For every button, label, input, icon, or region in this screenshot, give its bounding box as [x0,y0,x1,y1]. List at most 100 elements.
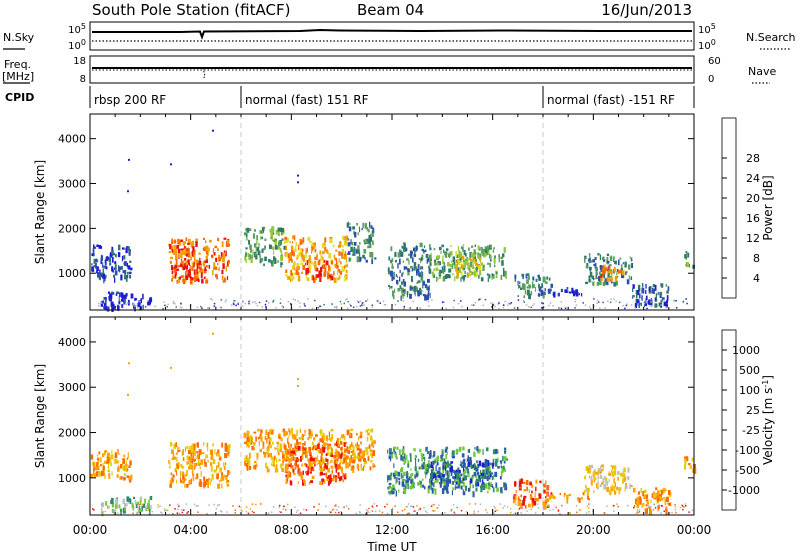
echo-region [430,244,507,283]
echo-region [548,492,590,504]
freq-label-line1: Freq. [4,58,31,71]
y-tick-label: 3000 [58,381,86,394]
echo-region [346,221,377,265]
x-tick-label: 12:00 [375,523,410,537]
colorbar-tick-label: 28 [746,152,760,165]
speckle [128,158,130,161]
y-tick-label: 2000 [58,427,86,440]
colorbar-tick-label: 16 [746,212,760,225]
freq-top-tick: 18 [73,56,86,67]
echo-region [387,446,509,498]
search-label: N.Search [746,31,796,44]
x-tick-label: 00:00 [677,523,712,537]
cpid-label: CPID [5,91,34,104]
echo-region [243,226,286,268]
colorbar-velocity: -1000 -500 -100 -25 25 100 500 1000 Velocity [m … [721,329,775,511]
nave-label: Nave [748,65,776,78]
echo-region [684,251,695,269]
colorbar-tick-label: 12 [746,232,760,245]
colorbar-tick-label: 25 [746,404,760,417]
echo-region [182,260,208,284]
echo-region [284,441,349,486]
sky-bottom-tick: 100 [68,38,86,52]
cpid-segment-text: normal (fast) 151 RF [245,93,369,107]
echo-region [584,464,633,496]
beam-label: Beam 04 [357,1,424,19]
y-tick-label: 4000 [58,336,86,349]
speckle [297,384,299,387]
colorbar-tick-label: -500 [735,464,760,477]
speckle [297,174,299,177]
speckle [297,378,299,381]
x-tick-label: 00:00 [73,523,108,537]
x-tick-label: 08:00 [274,523,309,537]
ground-scatter [98,298,688,310]
sky-label: N.Sky [3,31,35,44]
echo-region [632,487,672,515]
echo-region [168,442,231,489]
ground-scatter [92,503,694,515]
speckle [127,394,129,397]
x-tick-label: 04:00 [173,523,208,537]
freq-label-line2: [MHz] [2,70,34,83]
speckle [297,181,299,184]
colorbar-tick-label: -1000 [728,484,760,497]
nave-bottom-tick: 0 [708,74,714,85]
colorbar-tick-label: 8 [753,252,760,265]
heatmap-panel-power: 1000 2000 3000 4000 Slant Range [km] 4 8 12 16 20… [33,113,775,312]
y-tick-label: 1000 [58,267,86,280]
speckle [128,362,130,365]
echo-region [304,259,334,282]
y-tick-label: 4000 [58,133,86,146]
heatmap-panel-velocity: 1000 2000 3000 4000 Slant Range [km] -1000 -50… [33,316,775,517]
speckle [170,366,172,369]
speckle [212,129,214,132]
echo-region [91,244,133,284]
cpid-segment-text: normal (fast) -151 RF [547,93,675,107]
colorbar-title: Velocity [m s-1] [761,375,775,465]
echo-region [387,242,432,301]
colorbar-tick-label: -100 [735,444,760,457]
x-tick-label: 16:00 [475,523,510,537]
speckle [127,190,129,193]
echo-region [455,251,482,278]
echo-region [168,237,231,285]
freq-panel: Freq. [MHz] 18 8 60 0 Nave [2,55,776,85]
freq-bottom-tick: 8 [80,74,86,85]
y-axis-title: Slant Range [km] [33,364,47,468]
sky-panel: N.Sky 105 100 105 100 N.Search [3,21,796,52]
x-axis-title: Time UT [366,540,417,554]
date-label: 16/Jun/2013 [601,1,692,19]
colorbar-tick-label: -25 [742,424,760,437]
colorbar-title: Power [dB] [761,175,775,240]
colorbar-tick-label: 4 [753,272,760,285]
y-tick-label: 3000 [58,178,86,191]
station-title: South Pole Station (fitACF) [92,1,290,19]
colorbar-tick-label: 100 [739,384,760,397]
y-tick-label: 1000 [58,472,86,485]
colorbar-tick-label: 24 [746,172,760,185]
echo-region [430,460,495,488]
echo-region [100,291,153,312]
x-tick-label: 20:00 [576,523,611,537]
search-bottom-tick: 100 [698,38,716,52]
speckle [170,163,172,166]
colorbar-tick-label: 500 [739,364,760,377]
search-top-tick: 105 [698,22,716,36]
echo-region [600,264,625,282]
speckle [212,332,214,335]
sky-noise-trace [92,28,692,40]
echo-region [283,235,348,284]
echo-region [90,448,133,483]
y-tick-label: 2000 [58,222,86,235]
echo-region [512,478,553,510]
echo-region [514,273,553,300]
colorbar-tick-label: 1000 [732,344,760,357]
echo-region [584,253,633,287]
nave-top-tick: 60 [708,56,721,67]
y-axis-title: Slant Range [km] [33,160,47,264]
cpid-panel: CPID rbsp 200 RF normal (fast) 151 RF norm… [5,86,695,108]
cpid-segment-text: rbsp 200 RF [94,93,166,107]
